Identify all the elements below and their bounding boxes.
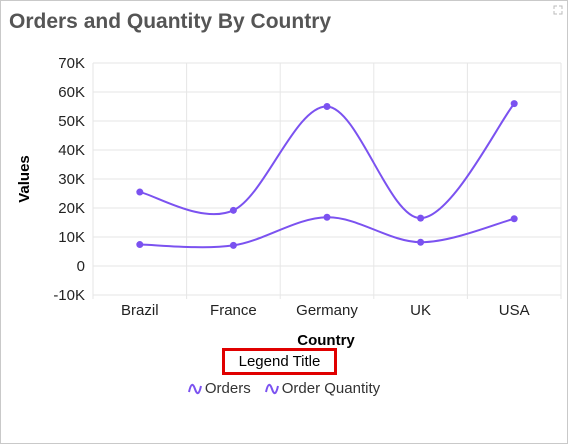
curve-line-icon: [187, 383, 202, 394]
y-tick-label: 40K: [58, 142, 85, 159]
x-axis-title: Country: [297, 332, 355, 349]
expand-icon[interactable]: [553, 5, 563, 15]
y-tick-label: 10K: [58, 229, 85, 246]
legend-title: Legend Title: [222, 348, 337, 375]
data-point-order-quantity[interactable]: [417, 238, 425, 246]
legend-label: Order Quantity: [281, 380, 381, 397]
y-tick-label: -10K: [53, 287, 85, 304]
legend-label: Orders: [204, 380, 251, 397]
y-axis-title: Values: [16, 155, 33, 203]
series-line-order-quantity: [139, 216, 515, 249]
data-point-orders[interactable]: [510, 100, 518, 108]
y-tick-label: 20K: [58, 200, 85, 217]
legend-item-orders[interactable]: Orders: [187, 380, 251, 397]
data-point-order-quantity[interactable]: [229, 241, 237, 249]
y-tick-label: 70K: [58, 55, 85, 72]
x-tick-label: France: [210, 302, 257, 319]
y-tick-label: 50K: [58, 113, 85, 130]
x-tick-label: UK: [410, 302, 431, 319]
curve-line-icon: [264, 383, 279, 394]
x-tick-label: Brazil: [121, 302, 159, 319]
legend-item-order-quantity[interactable]: Order Quantity: [264, 380, 381, 397]
data-point-orders[interactable]: [229, 206, 237, 214]
data-point-orders[interactable]: [136, 188, 144, 196]
data-point-order-quantity[interactable]: [136, 241, 144, 249]
y-tick-label: 0: [77, 258, 85, 275]
data-point-order-quantity[interactable]: [323, 213, 331, 221]
y-tick-label: 60K: [58, 84, 85, 101]
chart-title: Orders and Quantity By Country: [9, 10, 332, 33]
data-point-orders[interactable]: [417, 214, 425, 222]
data-point-order-quantity[interactable]: [510, 215, 518, 223]
data-point-orders[interactable]: [323, 103, 331, 110]
x-tick-label: USA: [499, 302, 530, 319]
x-tick-label: Germany: [296, 302, 358, 319]
series-line-orders: [139, 102, 515, 220]
y-tick-label: 30K: [58, 171, 85, 188]
legend: Orders Order Quantity: [0, 380, 568, 397]
